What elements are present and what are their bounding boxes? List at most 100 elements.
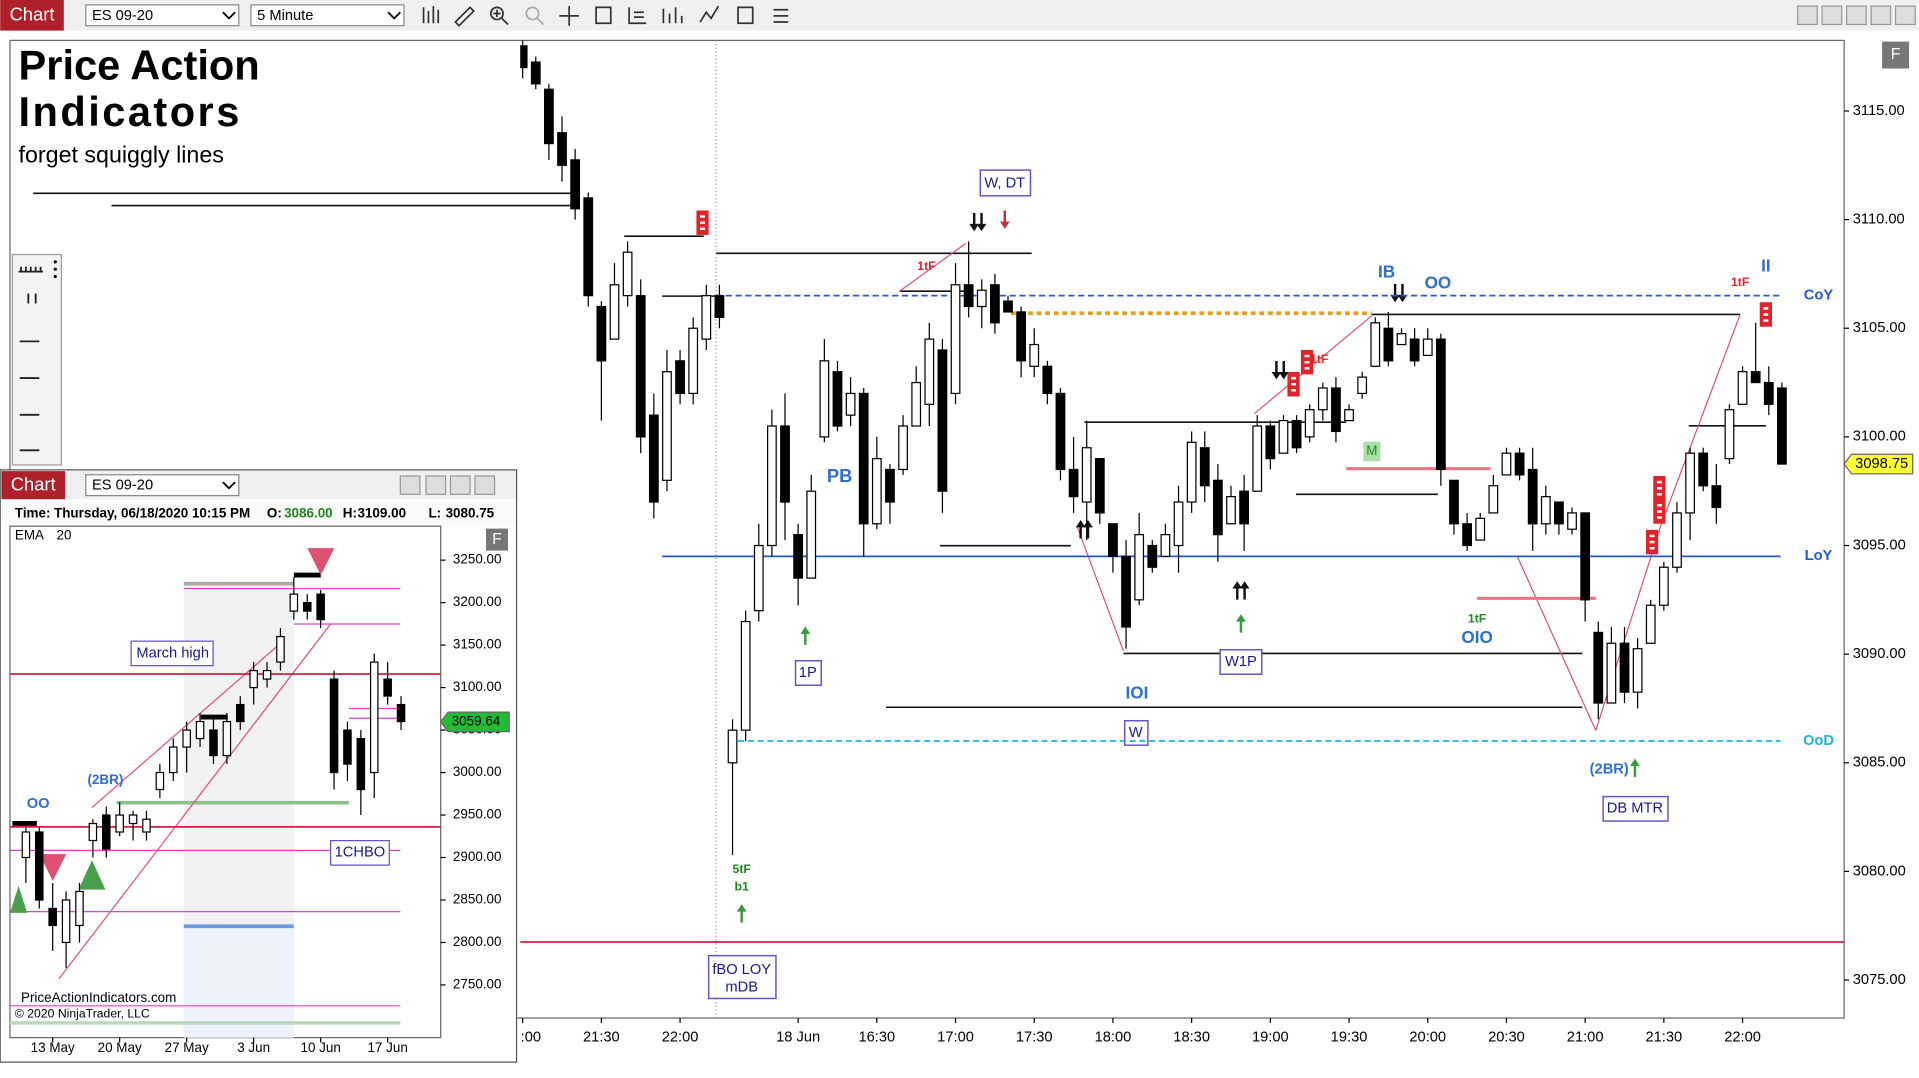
last-price-marker bbox=[439, 711, 510, 733]
window-buttons[interactable] bbox=[1797, 5, 1916, 26]
x-tick-label: 17 Jun bbox=[367, 1040, 407, 1055]
level-label: LoY bbox=[1805, 548, 1833, 564]
brand-tagline: forget squiggly lines bbox=[19, 142, 224, 168]
candle-body bbox=[609, 284, 620, 340]
instrument-select[interactable] bbox=[85, 4, 240, 27]
candle-body bbox=[1737, 371, 1748, 405]
annotation: (2BR) bbox=[87, 772, 123, 787]
candle-body bbox=[155, 771, 165, 791]
candle-body bbox=[832, 371, 843, 427]
x-tick-label: 20:00 bbox=[1409, 1029, 1446, 1045]
annotation: M bbox=[1366, 443, 1377, 458]
x-tick-label: 17:30 bbox=[1016, 1029, 1053, 1045]
x-axis-labels: 21:00 21:30 22:00 18 Jun 16:30 17:00 17:30 18:0… bbox=[520, 1029, 1761, 1045]
candle-body bbox=[1672, 512, 1682, 568]
candle-body bbox=[1212, 479, 1223, 536]
candle-body bbox=[793, 534, 804, 579]
plot-area bbox=[520, 40, 1845, 943]
candle-body bbox=[648, 414, 659, 503]
candle-body bbox=[1016, 311, 1027, 362]
y-tick-label: 3200.00 bbox=[453, 594, 502, 609]
candle-body bbox=[1435, 338, 1446, 471]
annotation: fBO LOY bbox=[712, 962, 771, 978]
candle-body bbox=[168, 746, 178, 774]
f-button[interactable] bbox=[1882, 41, 1910, 69]
y-tick-label: 2750.00 bbox=[453, 976, 502, 991]
y-tick-label: 2900.00 bbox=[453, 849, 502, 864]
candle-body bbox=[1029, 343, 1040, 367]
inset-instrument: ES 09-20 bbox=[92, 478, 153, 494]
y-tick-label: 3095.00 bbox=[1853, 537, 1906, 553]
candle-body bbox=[1239, 490, 1250, 525]
signal-box-marks bbox=[1656, 504, 1662, 519]
candle-body bbox=[1580, 512, 1591, 601]
candle-body bbox=[1081, 447, 1092, 503]
candle-body bbox=[1304, 409, 1315, 438]
candle-body bbox=[1422, 338, 1433, 357]
y-tick-label: 3100.00 bbox=[453, 679, 502, 694]
arrow-head bbox=[1232, 581, 1243, 589]
info-label: L: bbox=[428, 505, 441, 520]
toolbar-icons[interactable] bbox=[422, 5, 789, 27]
candle-body bbox=[898, 425, 908, 471]
candle-body bbox=[1278, 419, 1289, 454]
x-tick-label: 18:00 bbox=[1095, 1029, 1132, 1045]
label-box bbox=[329, 840, 390, 866]
candle-body bbox=[1711, 485, 1722, 509]
arrow-head bbox=[800, 626, 811, 634]
arrow-head bbox=[736, 904, 747, 912]
indicator-period: 20 bbox=[56, 527, 71, 542]
x-tick-label: 16:30 bbox=[858, 1029, 895, 1045]
footer-text: © 2020 NinjaTrader, LLC bbox=[15, 1007, 150, 1021]
arrow-head bbox=[976, 223, 987, 232]
candle-body bbox=[976, 289, 987, 308]
info-value: 3109.00 bbox=[357, 505, 406, 520]
annotation: OO bbox=[1425, 272, 1452, 292]
inset-window-button[interactable] bbox=[399, 475, 421, 495]
candle-body bbox=[806, 490, 817, 579]
candle-body bbox=[871, 457, 882, 525]
annotation: W bbox=[1129, 725, 1143, 741]
inset-window-button[interactable] bbox=[449, 475, 471, 495]
inset-app-tab[interactable] bbox=[1, 471, 66, 500]
candle-body bbox=[570, 159, 581, 210]
candle-body bbox=[1658, 566, 1669, 606]
candle-body bbox=[963, 284, 974, 308]
y-tick-label: 3105.00 bbox=[1853, 320, 1906, 336]
inset-window-button[interactable] bbox=[474, 475, 496, 495]
candle-body bbox=[35, 831, 44, 901]
swing-line bbox=[899, 243, 966, 292]
candle-body bbox=[356, 737, 366, 791]
f-button[interactable] bbox=[485, 528, 508, 551]
interval-select[interactable] bbox=[250, 4, 405, 27]
annotation: b1 bbox=[735, 879, 749, 893]
f-button-label: F bbox=[1891, 46, 1901, 63]
candle-body bbox=[1449, 479, 1459, 525]
candle-body bbox=[740, 620, 751, 731]
arrow-head bbox=[1390, 294, 1400, 303]
candle-body bbox=[88, 822, 98, 842]
inset-instrument-select[interactable] bbox=[85, 474, 240, 497]
x-tick-label: 18:30 bbox=[1173, 1029, 1210, 1045]
candle-body bbox=[1068, 468, 1079, 498]
candle-body bbox=[1593, 631, 1604, 704]
level-label: OoD bbox=[1803, 733, 1834, 749]
inset-window-button[interactable] bbox=[425, 475, 447, 495]
label-box bbox=[794, 660, 822, 686]
y-tick-label: 3090.00 bbox=[1853, 646, 1906, 662]
y-tick-label: 2950.00 bbox=[453, 807, 502, 822]
plot-area bbox=[9, 577, 441, 968]
x-tick-label: 3 Jun bbox=[237, 1040, 270, 1055]
app-tab[interactable] bbox=[0, 0, 64, 31]
candle-body bbox=[1252, 425, 1263, 492]
candle-body bbox=[1108, 523, 1118, 557]
candle-body bbox=[1173, 501, 1184, 547]
candle-body bbox=[209, 729, 218, 757]
annotation: OO bbox=[27, 796, 50, 812]
candle-body bbox=[1160, 534, 1171, 557]
candle-body bbox=[989, 284, 1000, 324]
arrow-head bbox=[1239, 581, 1250, 589]
interval-label: 5 Minute bbox=[257, 8, 313, 24]
drawing-tools[interactable] bbox=[11, 253, 62, 466]
arrow-head bbox=[1271, 371, 1282, 380]
